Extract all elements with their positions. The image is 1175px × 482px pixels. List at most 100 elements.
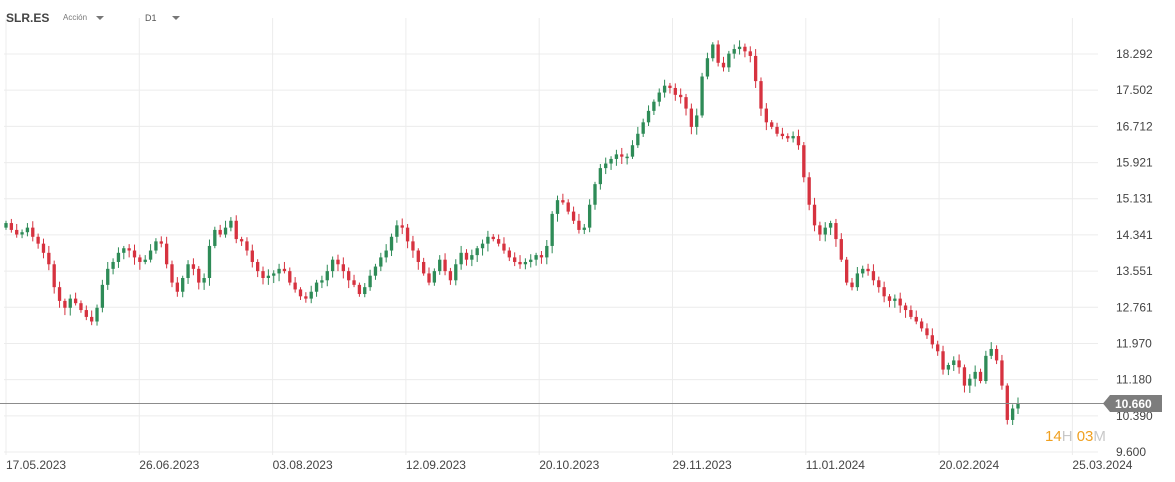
candle-body: [818, 225, 822, 235]
candle-body: [673, 87, 677, 95]
candle-body: [223, 227, 228, 235]
candle-body: [850, 282, 854, 288]
x-tick-label: 12.09.2023: [406, 458, 466, 472]
candle-body: [304, 296, 308, 299]
candle-body: [90, 316, 94, 322]
candle-body: [470, 255, 474, 260]
candle-body: [159, 241, 163, 244]
candle-body: [534, 255, 538, 260]
candle-body: [213, 229, 217, 246]
y-tick-label: 9.600: [1116, 445, 1146, 459]
candle-body: [73, 298, 78, 304]
candle-body: [614, 154, 619, 159]
candle-body: [780, 133, 785, 137]
candle-body: [898, 298, 902, 306]
candle-body: [609, 158, 613, 164]
candle-body: [561, 200, 565, 203]
candle-body: [695, 115, 699, 127]
symbol-label[interactable]: SLR.ES: [6, 11, 50, 25]
candle-body: [952, 360, 956, 366]
y-tick-label: 15.131: [1116, 192, 1153, 206]
candle-body: [914, 316, 918, 322]
candle-body: [52, 264, 56, 288]
candle-body: [775, 126, 779, 134]
timeframe-selector[interactable]: D1: [145, 13, 157, 23]
candle-body: [143, 259, 147, 262]
candle-body: [668, 85, 672, 88]
last-price-tag-shape: [1103, 394, 1162, 412]
candle-body: [309, 291, 313, 299]
candle-body: [786, 136, 790, 139]
candle-body: [887, 296, 892, 301]
candle-body: [20, 232, 24, 235]
timeframe-dropdown-chevron-icon[interactable]: [172, 16, 180, 20]
candle-body: [352, 280, 356, 285]
candle-body: [207, 245, 212, 279]
candle-body: [261, 271, 265, 279]
candle-body: [930, 335, 934, 345]
candle-body: [989, 348, 993, 356]
candle-body: [454, 264, 458, 281]
candle-body: [486, 236, 490, 244]
candle-body: [973, 371, 977, 379]
candle-body: [314, 282, 319, 292]
candle-body: [598, 168, 603, 185]
candle-body: [620, 154, 624, 157]
candle-body: [657, 92, 661, 102]
candle-body: [122, 248, 126, 253]
candle-body: [770, 122, 774, 127]
candle-body: [245, 241, 249, 251]
instrument-type-label[interactable]: Acción: [63, 13, 88, 22]
countdown-minutes-unit: M: [1093, 428, 1106, 445]
candle-body: [202, 278, 206, 283]
candle-body: [684, 97, 688, 109]
y-tick-label: 12.761: [1116, 300, 1153, 314]
candle-body: [550, 213, 554, 246]
countdown-minutes: 03: [1076, 428, 1094, 445]
candle-body: [630, 145, 635, 157]
last-price-tag: 10.660: [1103, 394, 1162, 412]
candle-body: [41, 243, 46, 253]
candle-body: [1005, 385, 1009, 420]
y-tick-label: 11.970: [1116, 336, 1152, 350]
candle-body: [363, 287, 367, 295]
candle-body: [925, 328, 929, 336]
candle-body: [641, 122, 645, 134]
candle-body: [791, 136, 795, 139]
x-tick-label: 26.06.2023: [139, 458, 199, 472]
candle-body: [903, 305, 908, 311]
symbol-dropdown-chevron-icon[interactable]: [96, 16, 104, 20]
candle-body: [855, 273, 860, 288]
chart-toolbar: SLR.ES Acción D1: [0, 0, 1175, 38]
candle-body: [427, 273, 431, 283]
candle-body: [796, 136, 801, 146]
candle-body: [652, 101, 656, 111]
candle-body: [218, 229, 222, 235]
candle-body: [25, 227, 30, 233]
candle-body: [946, 365, 951, 370]
x-tick-label: 03.08.2023: [273, 458, 333, 472]
candle-body: [994, 348, 999, 361]
y-tick-label: 15.921: [1116, 156, 1153, 170]
candle-body: [15, 229, 19, 235]
candle-body: [844, 259, 849, 283]
candle-body: [164, 243, 169, 265]
candle-body: [700, 76, 704, 116]
last-price-value: 10.660: [1115, 397, 1152, 411]
candle-body: [250, 250, 254, 262]
candle-body: [395, 225, 399, 237]
x-tick-label: 11.01.2024: [806, 458, 865, 472]
countdown-hours-unit: H: [1061, 428, 1073, 445]
candle-body: [721, 62, 726, 68]
candle-body: [689, 108, 694, 127]
candle-body: [47, 252, 51, 265]
candle-body: [432, 271, 437, 283]
candle-body: [936, 344, 940, 352]
candle-body: [330, 259, 335, 272]
candle-body: [373, 266, 378, 276]
candle-body: [475, 248, 479, 256]
candle-body: [711, 44, 715, 59]
candle-body: [405, 227, 410, 242]
candle-body: [968, 378, 972, 386]
